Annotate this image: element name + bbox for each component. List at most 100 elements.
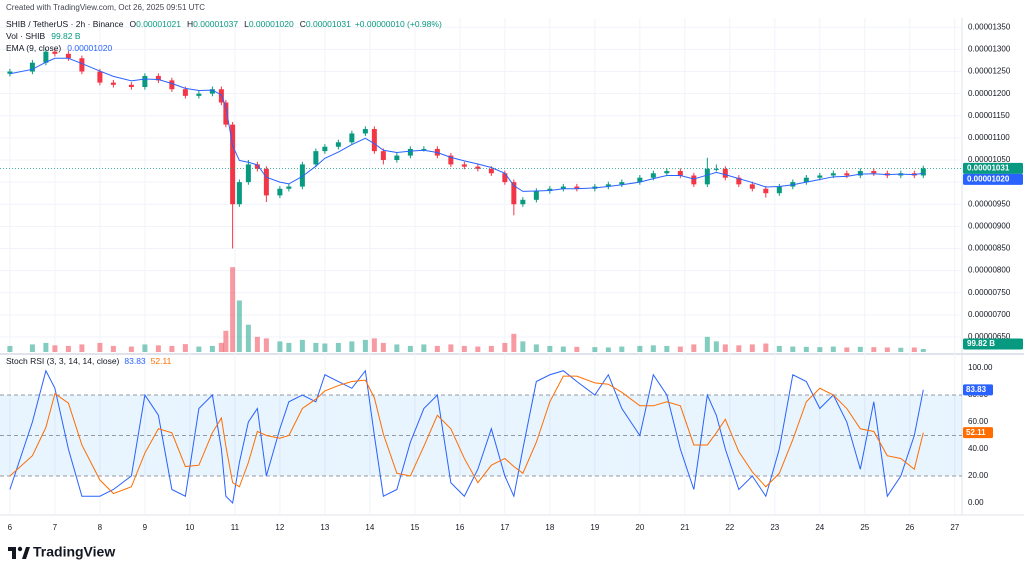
- candle-body: [704, 168, 710, 185]
- candle-body: [871, 171, 877, 174]
- x-tick-label: 10: [185, 523, 194, 532]
- volume-bar: [421, 344, 427, 352]
- x-tick-label: 17: [500, 523, 509, 532]
- volume-bar: [574, 346, 580, 352]
- candle-body: [722, 168, 728, 178]
- candle-body: [79, 58, 85, 72]
- x-tick-label: 25: [860, 523, 869, 532]
- volume-bar: [560, 346, 566, 352]
- volume-label-box: [963, 338, 1023, 350]
- volume-bar: [461, 345, 467, 352]
- y-tick-label: 0.00001250: [968, 67, 1011, 76]
- volume-bar: [362, 339, 368, 352]
- volume-bar: [637, 345, 643, 352]
- y-tick-label: 0.00000850: [968, 244, 1011, 253]
- candle-body: [380, 151, 386, 161]
- candle-body: [533, 190, 539, 200]
- candle-body: [713, 168, 719, 170]
- candle-body: [461, 164, 467, 167]
- candle-body: [263, 168, 269, 196]
- legend-item: +0.00000010 (+0.98%): [355, 19, 442, 29]
- value-label: 52.11: [966, 428, 986, 437]
- candle-body: [448, 155, 454, 165]
- legend-item: 52.11: [151, 356, 172, 366]
- volume-bar: [254, 336, 260, 352]
- volume-bar: [407, 345, 413, 352]
- logo-shape: [22, 547, 30, 559]
- candle-body: [475, 166, 481, 169]
- legend-item: C: [300, 19, 306, 29]
- legend: Stoch RSI (3, 3, 14, 14, close) 83.83 52.1…: [6, 356, 172, 366]
- candle-body: [362, 129, 368, 134]
- candle-body: [817, 175, 823, 178]
- candle-body: [776, 186, 782, 194]
- candle-body: [637, 177, 643, 183]
- candle-body: [299, 164, 305, 187]
- volume-bar: [857, 346, 863, 352]
- y-tick-label: 0.00001350: [968, 22, 1011, 31]
- candle-body: [736, 177, 742, 185]
- volume-bar: [677, 346, 683, 352]
- last-price-label: 0.00001031: [967, 164, 1010, 173]
- y-tick-label: 0.00000650: [968, 332, 1011, 341]
- x-tick-label: 23: [770, 523, 779, 532]
- volume-bar: [209, 345, 215, 352]
- volume-bar: [502, 342, 508, 352]
- volume-bar: [110, 345, 116, 352]
- x-tick-label: 7: [53, 523, 58, 532]
- volume-bar: [371, 338, 377, 352]
- x-tick-label: 15: [410, 523, 419, 532]
- volume-bar: [434, 345, 440, 352]
- logo-shape: [12, 547, 16, 559]
- volume-bar: [533, 344, 539, 352]
- logo-shape: [17, 546, 23, 552]
- candle-body: [844, 173, 850, 176]
- volume-bar: [488, 345, 494, 352]
- marks: [0, 48, 962, 505]
- volume-bar: [790, 346, 796, 352]
- volume-bar: [43, 342, 49, 352]
- candle-body: [209, 89, 215, 94]
- candle-body: [142, 75, 148, 88]
- series-line: [9, 369, 924, 505]
- candle-body: [155, 75, 161, 81]
- candle-body: [254, 164, 260, 169]
- volume-bar: [322, 343, 328, 352]
- candle-body: [7, 71, 13, 74]
- y-tick-label: 0.00000700: [968, 310, 1011, 319]
- volume-bar: [97, 342, 103, 352]
- x-tick-label: 13: [320, 523, 329, 532]
- volume-bar: [749, 344, 755, 352]
- legend-item: 0.00001020: [67, 43, 112, 53]
- last-price-label-box: [963, 162, 1023, 174]
- volume-bar: [65, 345, 71, 352]
- candle-body: [277, 188, 283, 196]
- series-line: [9, 375, 924, 495]
- legend-item: 0.00001037: [193, 19, 238, 29]
- legend: SHIB / TetherUS · 2h · Binance O0.0000102…: [6, 19, 442, 29]
- y-tick-label: 0.00001100: [968, 133, 1010, 142]
- y-tick-label: 0.00001150: [968, 111, 1010, 120]
- candle-body: [371, 129, 377, 152]
- x-tick-label: 11: [231, 523, 240, 532]
- legend-item: 0.00001020: [249, 19, 294, 29]
- candle-body: [286, 186, 292, 189]
- volume-bar: [277, 341, 283, 352]
- band-fill: [0, 395, 962, 476]
- candle-body: [520, 199, 526, 205]
- candle-body: [223, 102, 229, 125]
- volume-bar: [448, 344, 454, 352]
- y-tick-label: 0.00000900: [968, 221, 1011, 230]
- volume-bar: [182, 344, 188, 352]
- logo: TradingView: [8, 544, 115, 560]
- volume-bar: [7, 345, 13, 352]
- volume-bar: [29, 344, 35, 352]
- candle-body: [511, 182, 517, 205]
- volume-bar: [335, 342, 341, 352]
- volume-bar: [511, 333, 517, 352]
- credit: Created with TradingView.com, Oct 26, 20…: [6, 3, 205, 12]
- candle-body: [169, 80, 175, 90]
- volume-bar: [223, 330, 229, 352]
